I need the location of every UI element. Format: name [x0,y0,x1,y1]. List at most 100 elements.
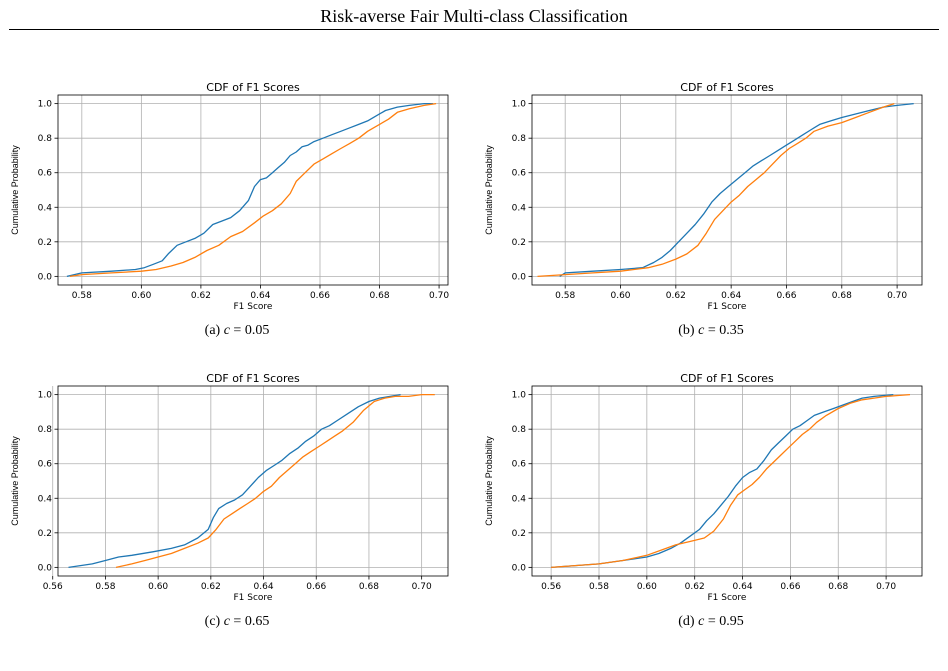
figure-panel-d: CDF of F1 Scores 0.56 0.58 0.60 0.62 0.64 0.66… [474,371,948,671]
y-tick-label: 0.0 [38,272,53,282]
x-tick-label: 0.66 [780,582,800,592]
caption-d: (d) c = 0.95 [474,614,948,630]
x-tick-label: 0.70 [412,582,432,592]
series-line-2 [537,102,895,278]
x-tick-label: 0.70 [876,582,896,592]
x-tick-label: 0.62 [201,582,221,592]
y-tick-label: 0.6 [512,169,527,179]
y-axis-label: Cumulative Probability [484,436,494,526]
series-line-2 [115,393,435,569]
page-header: Risk-averse Fair Multi-class Classificat… [0,0,948,40]
y-axis-label: Cumulative Probability [484,145,494,235]
caption-label: (c) [204,614,221,629]
cdf-chart-c: CDF of F1 Scores 0.56 0.58 0.60 0.62 0.64 0.66… [10,372,449,603]
x-axis-label: F1 Score [234,302,273,312]
x-tick-label: 0.68 [359,582,379,592]
header-rule [9,29,939,30]
x-tick-label: 0.66 [776,291,796,301]
y-tick-label: 0.2 [512,529,526,539]
y-axis-label: Cumulative Probability [10,436,20,526]
caption-variable: c [223,323,230,338]
x-tick-label: 0.56 [541,582,561,592]
series-line-1 [551,393,894,569]
chart-title: CDF of F1 Scores [206,81,300,94]
y-tick-label: 0.4 [38,203,53,213]
y-tick-label: 0.0 [38,563,53,573]
x-tick-label: 0.70 [887,291,907,301]
series-line-1 [559,102,914,277]
x-tick-label: 0.64 [250,291,270,301]
cdf-chart-d: CDF of F1 Scores 0.56 0.58 0.60 0.62 0.64 0.66… [484,372,923,603]
x-tick-label: 0.68 [828,582,848,592]
y-tick-label: 0.4 [512,203,527,213]
x-tick-label: 0.68 [370,291,390,301]
series-line-1 [68,393,401,569]
cdf-chart-b: CDF of F1 Scores 0.58 0.60 0.62 0.64 0.66 0.68… [484,81,923,312]
y-tick-label: 1.0 [38,391,53,401]
x-tick-label: 0.68 [832,291,852,301]
x-tick-label: 0.58 [95,582,115,592]
series-line-2 [551,393,911,569]
y-tick-label: 0.0 [512,272,527,282]
y-tick-label: 0.6 [512,460,527,470]
plot-frame [531,94,923,286]
caption-b: (b) c = 0.35 [474,323,948,339]
caption-value: = 0.95 [707,614,744,629]
page-title: Risk-averse Fair Multi-class Classificat… [320,6,628,26]
chart-title: CDF of F1 Scores [680,81,774,94]
x-tick-label: 0.66 [306,582,326,592]
caption-value: = 0.05 [233,323,270,338]
y-tick-label: 0.8 [38,425,53,435]
plot-frame [57,94,449,286]
x-tick-label: 0.70 [429,291,449,301]
figure-panel-a: CDF of F1 Scores 0.58 0.60 0.62 0.64 0.66 0.68… [0,80,474,380]
caption-variable: c [698,323,705,338]
caption-label: (a) [204,323,221,338]
x-tick-label: 0.60 [610,291,630,301]
y-tick-label: 1.0 [38,100,53,110]
caption-variable: c [223,614,230,629]
x-axis-label: F1 Score [234,593,273,603]
y-tick-label: 0.8 [512,425,527,435]
chart-title: CDF of F1 Scores [206,372,300,385]
x-tick-label: 0.62 [685,582,705,592]
series-line-2 [69,102,437,278]
y-tick-label: 0.8 [512,134,527,144]
y-tick-label: 0.2 [512,238,526,248]
y-tick-label: 0.6 [38,169,53,179]
caption-value: = 0.65 [233,614,270,629]
x-tick-label: 0.60 [637,582,657,592]
x-tick-label: 0.56 [43,582,63,592]
caption-label: (b) [678,323,695,338]
x-axis-label: F1 Score [708,593,747,603]
x-tick-label: 0.58 [72,291,92,301]
x-tick-label: 0.60 [131,291,151,301]
y-tick-label: 0.2 [38,238,52,248]
x-tick-label: 0.64 [721,291,741,301]
y-tick-label: 0.4 [512,494,527,504]
x-tick-label: 0.60 [148,582,168,592]
cdf-chart-a: CDF of F1 Scores 0.58 0.60 0.62 0.64 0.66 0.68… [10,81,449,312]
y-tick-label: 0.8 [38,134,53,144]
y-tick-label: 1.0 [512,391,527,401]
x-tick-label: 0.58 [589,582,609,592]
y-axis-label: Cumulative Probability [10,145,20,235]
series-line-1 [66,102,434,278]
x-tick-label: 0.66 [310,291,330,301]
y-tick-label: 1.0 [512,100,527,110]
y-tick-label: 0.0 [512,563,527,573]
y-tick-label: 0.4 [38,494,53,504]
x-tick-label: 0.58 [555,291,575,301]
plot-frame [57,385,449,577]
x-tick-label: 0.62 [191,291,211,301]
caption-a: (a) c = 0.05 [0,323,474,339]
x-tick-label: 0.64 [254,582,274,592]
x-tick-label: 0.62 [666,291,686,301]
caption-variable: c [698,614,705,629]
caption-c: (c) c = 0.65 [0,614,474,630]
plot-frame [531,385,923,577]
y-tick-label: 0.6 [38,460,53,470]
figure-panel-c: CDF of F1 Scores 0.56 0.58 0.60 0.62 0.64 0.66… [0,371,474,671]
figure-panel-b: CDF of F1 Scores 0.58 0.60 0.62 0.64 0.66 0.68… [474,80,948,380]
caption-value: = 0.35 [707,323,744,338]
